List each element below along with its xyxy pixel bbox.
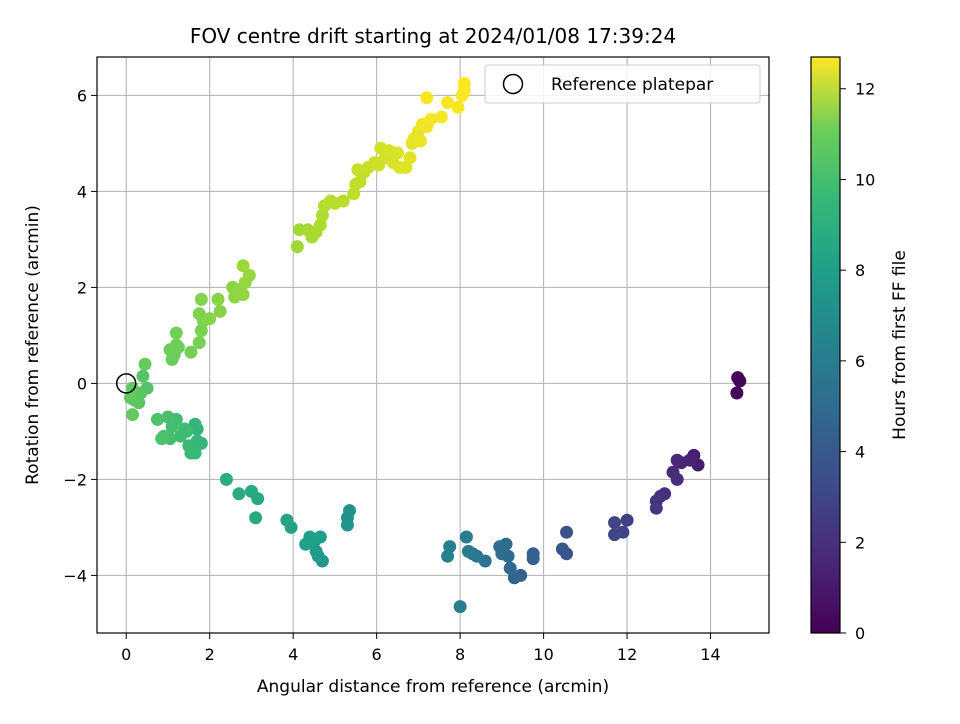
data-point [413,134,427,148]
data-point [244,484,258,498]
data-point [453,600,467,614]
colorbar-tick-label: 12 [855,80,875,99]
data-point [236,259,250,273]
data-point [434,110,448,124]
data-point [138,357,152,371]
colorbar-tick-label: 0 [855,624,865,643]
data-point [403,151,417,165]
data-point [290,240,304,254]
legend: Reference platepar [484,64,761,104]
data-point [451,100,465,114]
data-point [608,528,622,542]
data-point [173,429,187,443]
y-tick-label: 4 [77,182,87,201]
data-point [670,472,684,486]
data-point [503,561,517,575]
data-point [213,304,227,318]
chart-title: FOV centre drift starting at 2024/01/08 … [190,24,676,48]
data-point [526,552,540,566]
data-point [211,292,225,306]
data-point [236,288,250,302]
y-tick-label: 6 [77,86,87,105]
data-point [242,268,256,282]
y-tick-label: 2 [77,278,87,297]
plot-frame [96,56,770,634]
data-point [136,369,150,383]
data-point [560,525,574,539]
data-point [123,391,137,405]
data-point [391,146,405,160]
data-point [340,518,354,532]
y-tick-label: −4 [63,566,87,585]
legend-marker-icon [502,73,524,95]
legend-entry: Reference platepar [551,75,713,95]
data-point [182,439,196,453]
data-point [608,516,622,530]
data-point [184,345,198,359]
data-point [192,307,206,321]
data-point [203,312,217,326]
data-point [171,340,185,354]
data-point [155,432,169,446]
colorbar-label: Hours from first FF file [890,250,910,440]
legend-box [484,64,761,104]
y-axis-ticks: −4 −2 0 2 4 6 [63,86,97,585]
y-tick-label: −2 [63,470,87,489]
x-tick-label: 14 [700,645,720,664]
data-point [232,487,246,501]
colorbar-tick-label: 2 [855,533,865,552]
data-point [441,549,455,563]
data-point [420,91,434,105]
data-point [730,386,744,400]
x-tick-label: 2 [205,645,215,664]
colorbar-tick-label: 8 [855,261,865,280]
data-point [351,163,365,177]
data-point [280,513,294,527]
colorbar-tick-label: 6 [855,352,865,371]
y-axis-label: Rotation from reference (arcmin) [23,205,43,485]
colorbar-tick-label: 4 [855,443,865,462]
x-tick-label: 8 [455,645,465,664]
x-tick-label: 0 [121,645,131,664]
data-point [441,96,455,110]
data-point [192,336,206,350]
x-axis-ticks: 0 2 4 6 8 10 12 14 [121,633,721,664]
colorbar-ticks: 0 2 4 6 8 10 12 [840,80,875,643]
y-tick-label: 0 [77,374,87,393]
colorbar-gradient [810,56,841,634]
x-tick-label: 4 [288,645,298,664]
data-point [649,501,663,515]
data-point [733,374,747,388]
data-point [219,472,233,486]
data-point [169,326,183,340]
x-tick-label: 10 [533,645,553,664]
x-tick-label: 12 [617,645,637,664]
data-point [461,544,475,558]
data-point [670,453,684,467]
data-point [125,408,139,422]
data-point [161,410,175,424]
data-point [555,542,569,556]
data-point [151,412,165,426]
colorbar-tick-label: 10 [855,170,875,189]
data-point [620,513,634,527]
data-points [123,76,747,614]
data-point [424,112,438,126]
data-point [493,540,507,554]
x-axis-label: Angular distance from reference (arcmin) [257,677,609,697]
data-point [299,537,313,551]
data-point [459,530,473,544]
data-point [457,76,471,90]
data-point [336,194,350,208]
x-tick-label: 6 [372,645,382,664]
data-point [194,292,208,306]
colorbar: 0 2 4 6 8 10 12 Hours from first FF file [810,56,910,643]
reference-marker [115,373,137,394]
data-point [249,511,263,525]
